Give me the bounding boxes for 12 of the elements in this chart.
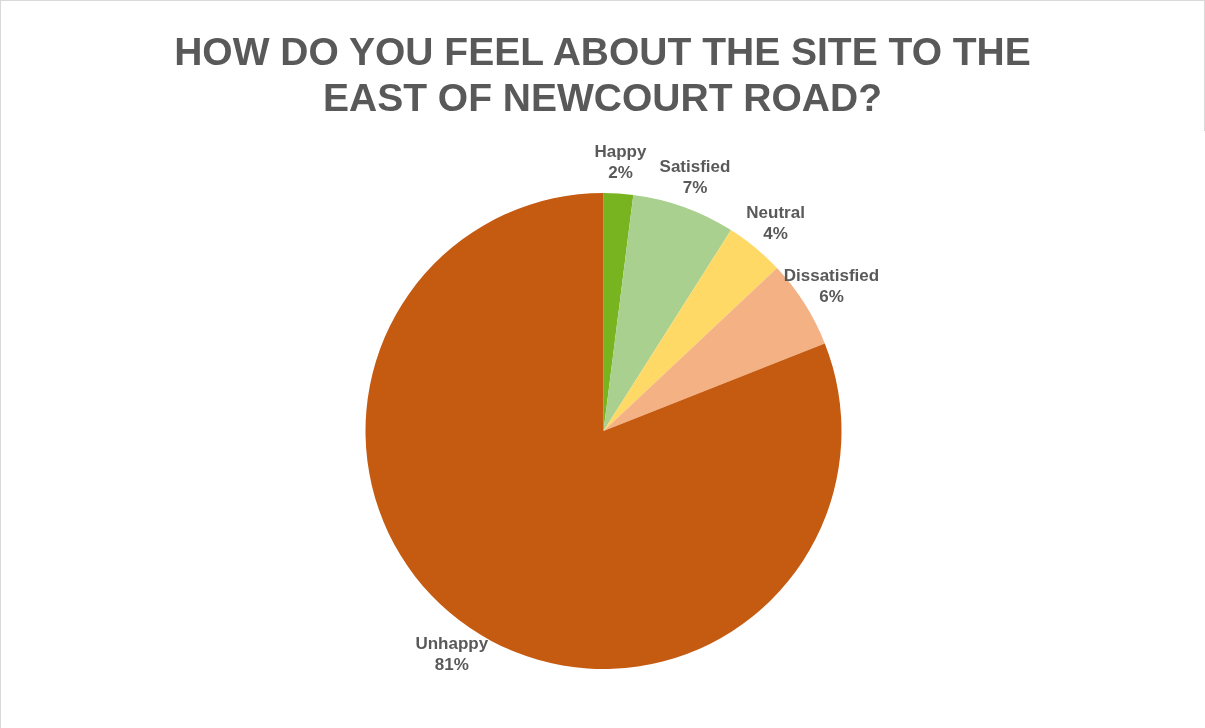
- data-label: 81%: [434, 655, 469, 675]
- slice-label: Unhappy: [415, 634, 489, 654]
- data-label: 4%: [763, 223, 788, 243]
- slice-label: Neutral: [746, 202, 805, 222]
- chart-title: HOW DO YOU FEEL ABOUT THE SITE TO THE EAST OF NEWCOURT ROAD?: [173, 29, 1032, 121]
- slice-label: Dissatisfied: [783, 266, 880, 286]
- data-label: 6%: [819, 287, 844, 307]
- slice-label: Satisfied: [659, 156, 731, 176]
- slice-label: Happy: [594, 141, 647, 161]
- pie-slice: [603, 194, 732, 431]
- data-label: 7%: [682, 177, 708, 197]
- data-label: 2%: [608, 162, 633, 182]
